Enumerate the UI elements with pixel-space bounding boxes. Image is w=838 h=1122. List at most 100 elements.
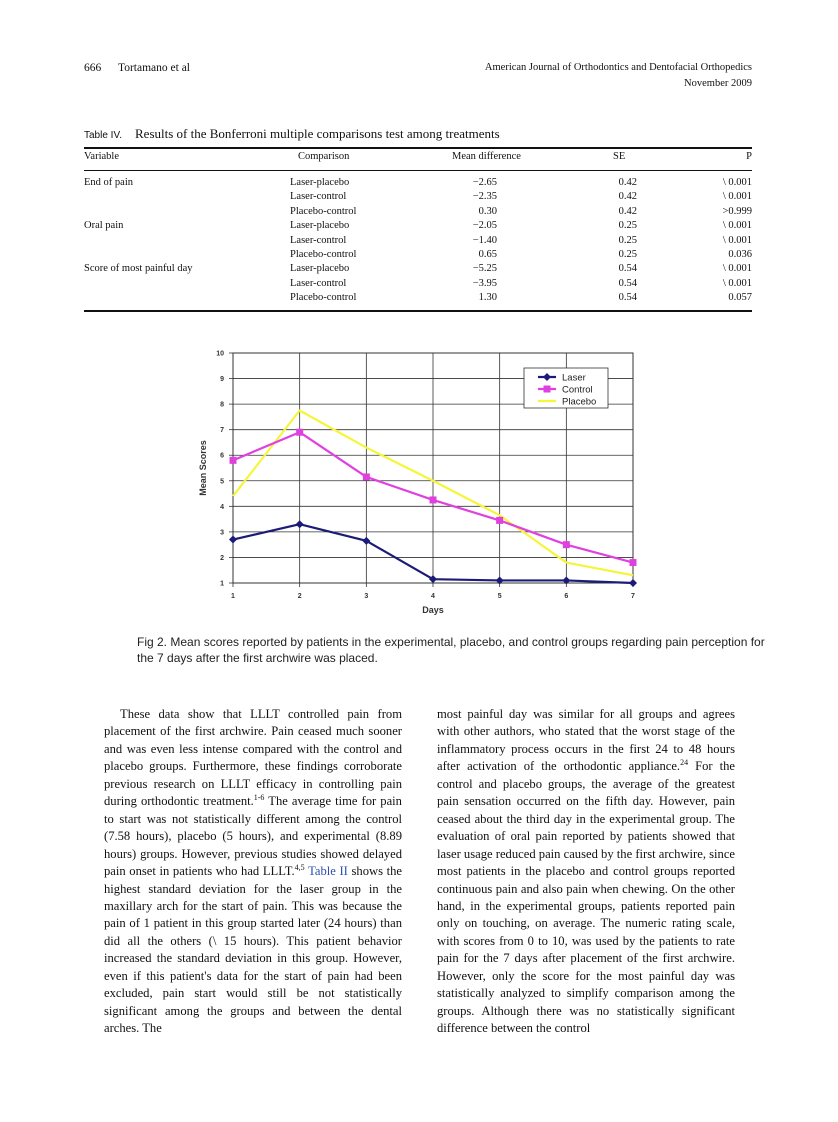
table-cell: \ 0.001 (722, 177, 752, 188)
text-column: most painful day was similar for all gro… (437, 706, 735, 1038)
page-number: 666 (84, 62, 102, 74)
table-cell: Laser-placebo (290, 263, 350, 275)
table-rule (84, 147, 752, 149)
column-header: P (746, 151, 752, 162)
point (495, 576, 504, 585)
table-cell: \ 0.001 (722, 234, 752, 246)
table-cell: 0.25 (618, 249, 637, 260)
column-header: Mean difference (452, 151, 521, 162)
point (429, 496, 437, 504)
x-tick-label: 4 (431, 593, 435, 600)
table-cell: 0.25 (618, 220, 637, 232)
point (229, 456, 237, 464)
point (629, 579, 637, 587)
chart: 1 2 3 4 5 6 7 8 9 10 1 2 3 4 5 6 7 Days Mean Scores LaserCo… (198, 351, 637, 615)
table-cell: 0.25 (618, 234, 637, 246)
y-axis-label: Mean Scores (198, 440, 208, 496)
x-tick-label: 6 (564, 593, 568, 600)
point (296, 428, 304, 436)
legend-label: Laser (562, 373, 586, 384)
y-tick-label: 4 (220, 504, 224, 511)
table-cell: −3.95 (472, 277, 497, 289)
running-author: Tortamano et al (118, 62, 190, 74)
citation: 1-6 (253, 793, 265, 803)
y-tick-label: 7 (220, 427, 224, 434)
text-column: These data show that LLLT controlled pai… (104, 706, 402, 1038)
table-cell: 0.42 (618, 205, 637, 217)
table-cell: 0.30 (478, 205, 497, 217)
table-cell: End of pain (84, 177, 133, 188)
table-cell: −2.65 (472, 177, 497, 188)
point (429, 575, 437, 584)
figure-caption: Fig 2. Mean scores reported by patients … (137, 634, 777, 666)
table-cell: 0.057 (728, 292, 752, 304)
point (496, 516, 504, 524)
legend-marker (543, 373, 551, 381)
table-cell: Laser-placebo (290, 220, 350, 232)
figure-caption-text: Mean scores reported by patients in the … (137, 635, 765, 665)
x-tick-label: 2 (298, 593, 302, 600)
table-title: Results of the Bonferroni multiple compa… (135, 126, 500, 141)
x-tick-label: 7 (631, 593, 635, 600)
body-text: shows the highest standard deviation for… (104, 864, 402, 1036)
body-text: These data show that LLLT controlled pai… (104, 707, 402, 809)
table-cell: \ 0.001 (722, 191, 752, 203)
point (562, 576, 571, 585)
point (229, 535, 237, 544)
cross-reference: Table II (304, 864, 348, 879)
table-cell: Laser-placebo (290, 177, 350, 188)
y-tick-label: 6 (220, 453, 224, 460)
table-cell: Score of most painful day (84, 263, 193, 275)
citation: 24 (680, 758, 689, 768)
issue-date: November 2009 (684, 78, 752, 89)
table-cell: \ 0.001 (722, 220, 752, 232)
series-line (232, 409, 634, 577)
table-cell: Laser-control (290, 234, 347, 246)
table-cell: Placebo-control (290, 249, 357, 260)
legend-label: Placebo (562, 397, 596, 408)
table-cell: 0.42 (618, 177, 637, 188)
legend-label: Control (562, 385, 593, 396)
y-tick-label: 1 (220, 581, 224, 588)
table-cell: Placebo-control (290, 205, 357, 217)
table-cell: >0.999 (722, 205, 752, 217)
legend-marker (543, 385, 551, 393)
table-cell: 0.54 (618, 277, 637, 289)
table-cell: −2.35 (472, 191, 497, 203)
journal-name: American Journal of Orthodontics and Den… (484, 62, 752, 73)
y-tick-label: 3 (220, 529, 224, 536)
table-cell: \ 0.001 (722, 263, 752, 275)
y-tick-label: 10 (216, 351, 224, 358)
table-cell: −5.25 (472, 263, 497, 275)
citation: 4,5 (294, 862, 305, 872)
x-tick-label: 1 (231, 593, 235, 600)
table-cell: 0.54 (618, 292, 637, 304)
column-header: Variable (84, 151, 119, 162)
y-tick-label: 5 (220, 478, 224, 485)
table-rule (84, 170, 752, 171)
table-cell: Oral pain (84, 220, 124, 232)
table-cell: 0.54 (618, 263, 637, 275)
table-cell: −2.05 (472, 220, 497, 232)
y-tick-label: 9 (220, 376, 224, 383)
body-text: The average time for pain to start was n… (104, 794, 402, 879)
table-label: Table IV. (84, 130, 122, 141)
table-cell: 1.30 (478, 292, 497, 304)
table-rule (84, 310, 752, 312)
table-cell: Placebo-control (290, 292, 357, 304)
point (562, 541, 570, 549)
point (629, 559, 637, 567)
table-cell: 0.65 (478, 249, 497, 260)
table-cell: 0.42 (618, 191, 637, 203)
column-header: SE (613, 151, 626, 162)
x-tick-label: 3 (364, 593, 368, 600)
body-text: most painful day was similar for all gro… (437, 707, 735, 774)
point (362, 536, 371, 545)
point (295, 520, 304, 529)
table-cell: 0.036 (728, 249, 752, 260)
table-cell: Laser-control (290, 277, 347, 289)
y-tick-label: 8 (220, 402, 224, 409)
y-tick-label: 2 (220, 555, 224, 562)
x-tick-label: 5 (498, 593, 502, 600)
